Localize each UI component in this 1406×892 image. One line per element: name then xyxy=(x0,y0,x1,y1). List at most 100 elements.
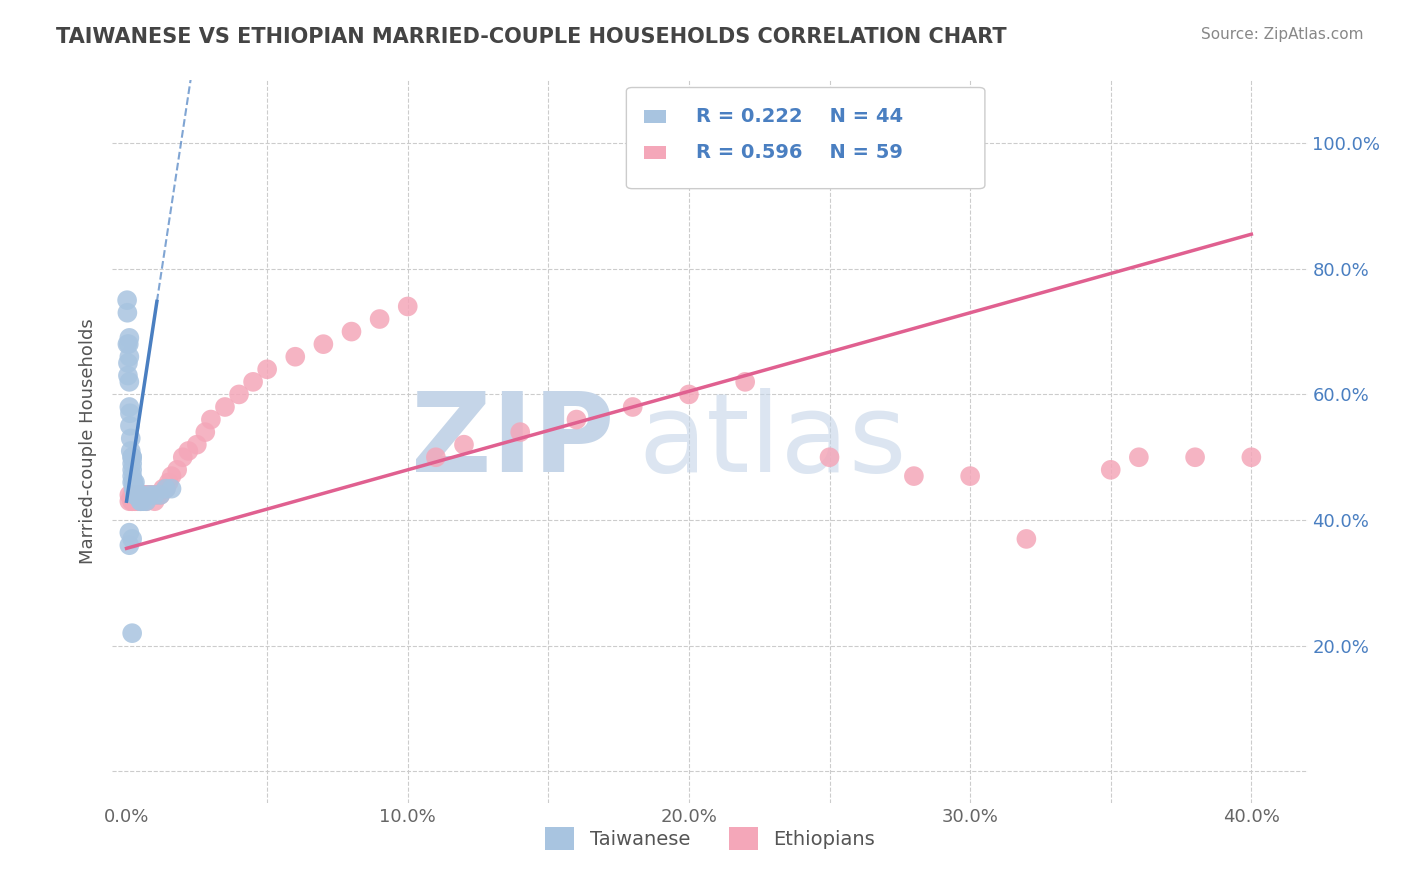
Point xyxy=(122,482,145,496)
Point xyxy=(135,494,157,508)
Point xyxy=(143,488,166,502)
Point xyxy=(903,469,925,483)
Point xyxy=(121,626,143,640)
Point xyxy=(284,350,307,364)
Point xyxy=(678,387,700,401)
Point xyxy=(138,488,160,502)
Point xyxy=(118,375,141,389)
Text: ZIP: ZIP xyxy=(411,388,614,495)
Point xyxy=(141,488,163,502)
Point xyxy=(155,482,177,496)
Point xyxy=(734,375,756,389)
Point xyxy=(149,488,172,502)
Point xyxy=(1128,450,1150,465)
Y-axis label: Married-couple Households: Married-couple Households xyxy=(79,318,97,565)
Point xyxy=(312,337,335,351)
Point xyxy=(117,306,139,320)
Point xyxy=(118,488,141,502)
Point xyxy=(1015,532,1038,546)
Point xyxy=(118,494,141,508)
Point xyxy=(121,457,143,471)
Point xyxy=(124,482,146,496)
Point xyxy=(186,438,208,452)
Point xyxy=(118,538,141,552)
Point xyxy=(117,368,139,383)
Point xyxy=(124,482,146,496)
Point xyxy=(117,356,139,370)
Point xyxy=(149,488,172,502)
Point xyxy=(124,488,146,502)
Point xyxy=(118,406,141,420)
Point xyxy=(132,488,155,502)
Point xyxy=(1099,463,1122,477)
Point xyxy=(124,494,146,508)
Text: Source: ZipAtlas.com: Source: ZipAtlas.com xyxy=(1201,27,1364,42)
Point xyxy=(127,494,149,508)
Text: atlas: atlas xyxy=(638,388,907,495)
Point xyxy=(143,488,166,502)
Point xyxy=(129,494,152,508)
Point xyxy=(166,463,188,477)
Point xyxy=(124,488,146,502)
Point xyxy=(118,400,141,414)
Text: R = 0.596    N = 59: R = 0.596 N = 59 xyxy=(696,143,903,162)
Point xyxy=(120,444,142,458)
Point xyxy=(115,293,138,308)
Point xyxy=(256,362,278,376)
Point xyxy=(1240,450,1263,465)
Point xyxy=(118,337,141,351)
Point xyxy=(127,488,149,502)
Point xyxy=(121,494,143,508)
Point xyxy=(959,469,981,483)
Point xyxy=(138,488,160,502)
Point xyxy=(1184,450,1206,465)
Point xyxy=(127,488,149,502)
Legend: Taiwanese, Ethiopians: Taiwanese, Ethiopians xyxy=(537,819,883,858)
FancyBboxPatch shape xyxy=(644,146,666,159)
Point xyxy=(621,400,644,414)
Point xyxy=(214,400,236,414)
Text: R = 0.222    N = 44: R = 0.222 N = 44 xyxy=(696,107,903,126)
Point xyxy=(146,488,169,502)
Point xyxy=(155,482,177,496)
Point xyxy=(120,431,142,445)
Point xyxy=(132,494,155,508)
Point xyxy=(368,312,391,326)
Point xyxy=(194,425,217,439)
Point xyxy=(132,488,155,502)
Point xyxy=(135,494,157,508)
Point xyxy=(118,331,141,345)
Point xyxy=(138,488,160,502)
Point xyxy=(509,425,531,439)
Point xyxy=(124,488,146,502)
Point xyxy=(453,438,475,452)
Point xyxy=(425,450,447,465)
Point xyxy=(177,444,200,458)
FancyBboxPatch shape xyxy=(627,87,986,189)
Point xyxy=(200,412,222,426)
Point xyxy=(157,475,180,490)
Point xyxy=(129,488,152,502)
Point xyxy=(160,469,183,483)
FancyBboxPatch shape xyxy=(644,110,666,123)
Point xyxy=(121,463,143,477)
Point xyxy=(129,494,152,508)
Point xyxy=(565,412,588,426)
Point xyxy=(121,488,143,502)
Point xyxy=(118,525,141,540)
Text: TAIWANESE VS ETHIOPIAN MARRIED-COUPLE HOUSEHOLDS CORRELATION CHART: TAIWANESE VS ETHIOPIAN MARRIED-COUPLE HO… xyxy=(56,27,1007,46)
Point xyxy=(118,418,141,433)
Point xyxy=(127,488,149,502)
Point xyxy=(152,482,174,496)
Point xyxy=(129,488,152,502)
Point xyxy=(242,375,264,389)
Point xyxy=(124,488,146,502)
Point xyxy=(127,488,149,502)
Point xyxy=(121,450,143,465)
Point xyxy=(121,475,143,490)
Point xyxy=(129,488,152,502)
Point xyxy=(129,494,152,508)
Point xyxy=(124,475,146,490)
Point xyxy=(135,488,157,502)
Point xyxy=(121,532,143,546)
